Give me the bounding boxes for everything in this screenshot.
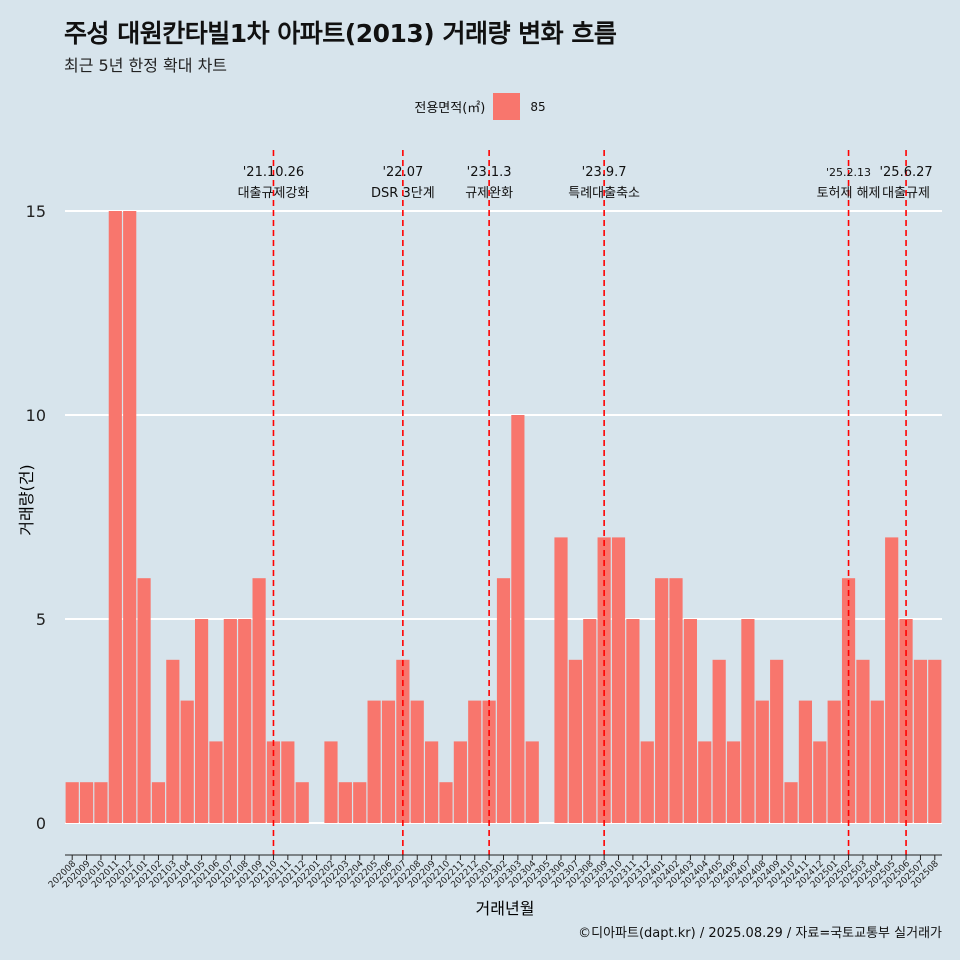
- bar-202209: [425, 741, 439, 823]
- bar-202401: [655, 578, 669, 823]
- event-label: 토허제 해제: [817, 186, 881, 201]
- bar-202503: [856, 659, 870, 823]
- bar-202404: [698, 741, 712, 823]
- bar-202306: [554, 537, 568, 823]
- chart-title: 주성 대원칸타빌1차 아파트(2013) 거래량 변화 흐름: [64, 19, 617, 48]
- y-tick-label: 10: [26, 406, 46, 425]
- bar-202303: [511, 415, 525, 823]
- event-label: 특례대출축소: [568, 186, 640, 201]
- event-date: '25.6.27: [879, 165, 932, 180]
- bar-202107: [223, 619, 237, 823]
- bar-202109: [252, 578, 266, 823]
- bar-202202: [324, 741, 338, 823]
- x-axis-label: 거래년월: [476, 899, 535, 918]
- bar-202108: [238, 619, 252, 823]
- legend-entry: 85: [530, 99, 546, 114]
- bar-202412: [813, 741, 827, 823]
- bar-202011: [108, 211, 122, 823]
- bar-202204: [353, 782, 367, 823]
- bar-202505: [885, 537, 899, 823]
- bar-202208: [410, 700, 424, 823]
- axes: 0510152020082020092020102020112020122021…: [26, 202, 942, 890]
- legend: 전용면적(㎡) 85: [0, 93, 960, 120]
- chart-subtitle: 최근 5년 한정 확대 차트: [64, 56, 228, 75]
- event-date: '23.9.7: [582, 165, 627, 180]
- bar-202311: [626, 619, 640, 823]
- event-date: '21.10.26: [243, 165, 304, 180]
- y-tick-label: 15: [26, 202, 46, 221]
- y-tick-label: 5: [36, 610, 46, 629]
- bar-202205: [367, 700, 381, 823]
- y-axis-label: 거래량(건): [17, 464, 36, 535]
- bar-202408: [755, 700, 769, 823]
- bar-202501: [827, 700, 841, 823]
- bar-202008: [65, 782, 79, 823]
- bar-202009: [79, 782, 94, 823]
- bar-202307: [568, 659, 582, 823]
- bar-202206: [381, 700, 396, 823]
- event-date: '23.1.3: [467, 165, 512, 180]
- bar-202106: [209, 741, 223, 823]
- bars: [65, 211, 942, 823]
- bar-202403: [683, 619, 697, 823]
- bar-202308: [583, 619, 597, 823]
- bar-202203: [338, 782, 352, 823]
- bar-202212: [468, 700, 482, 823]
- bar-202407: [741, 619, 755, 823]
- bar-202103: [166, 659, 180, 823]
- bar-202302: [496, 578, 511, 823]
- bar-202507: [913, 659, 928, 823]
- bar-202406: [726, 741, 741, 823]
- bar-202310: [611, 537, 626, 823]
- bar-202402: [669, 578, 683, 823]
- bar-202410: [784, 782, 798, 823]
- bar-202102: [151, 782, 166, 823]
- event-date: '25.2.13: [826, 166, 871, 179]
- bar-202012: [123, 211, 137, 823]
- y-tick-label: 0: [36, 814, 46, 833]
- legend-title: 전용면적(㎡): [414, 101, 486, 116]
- bar-202211: [453, 741, 467, 823]
- bar-202101: [137, 578, 151, 823]
- bar-202508: [928, 659, 942, 823]
- bar-202210: [439, 782, 453, 823]
- event-label: 대출규제강화: [238, 186, 310, 201]
- bar-202504: [870, 700, 884, 823]
- bar-202405: [712, 659, 726, 823]
- legend-swatch: [493, 93, 521, 120]
- bar-202411: [798, 700, 813, 823]
- bar-202010: [94, 782, 108, 823]
- event-date: '22.07: [382, 165, 423, 180]
- caption: ©디아파트(dapt.kr) / 2025.08.29 / 자료=국토교통부 실…: [578, 926, 942, 941]
- event-lines: '21.10.26 대출규제강화 '22.07 DSR 3단계 '23.1.3 규제완화 '…: [238, 150, 933, 855]
- event-label: 규제완화: [465, 186, 513, 201]
- event-label: DSR 3단계: [371, 186, 435, 201]
- bar-202112: [295, 782, 309, 823]
- bar-202105: [194, 619, 209, 823]
- bar-202312: [640, 741, 654, 823]
- bar-202104: [180, 700, 194, 823]
- bar-202409: [770, 659, 784, 823]
- bar-202304: [525, 741, 539, 823]
- bar-202111: [281, 741, 295, 823]
- event-label: 대출규제: [882, 186, 930, 201]
